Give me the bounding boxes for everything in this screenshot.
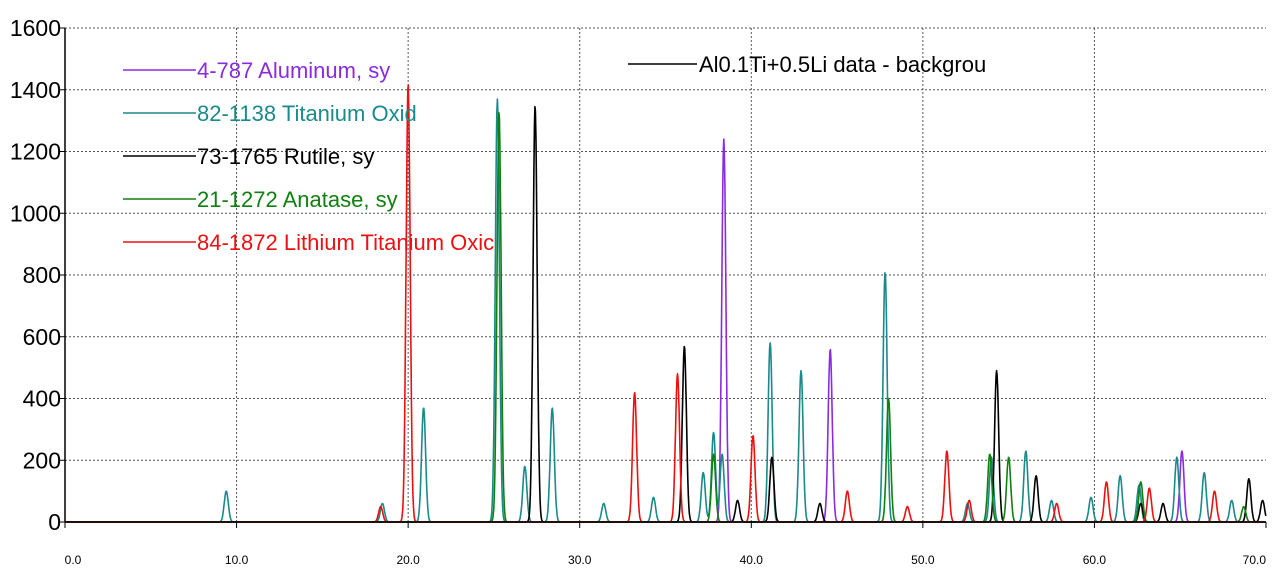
- x-tick-label: 50.0: [911, 553, 935, 567]
- legend-label-0: 4-787 Aluminum, sy: [197, 58, 390, 83]
- y-tick-label: 600: [23, 324, 61, 350]
- y-tick-label: 1200: [10, 139, 61, 165]
- legend-label-data: Al0.1Ti+0.5Li data - backgrou: [699, 52, 986, 77]
- x-tick-label: 0.0: [65, 553, 82, 567]
- y-tick-label: 0: [48, 509, 61, 535]
- axes: [59, 27, 1267, 528]
- y-tick-label: 1000: [10, 200, 61, 226]
- x-tick-label: 70.0: [1243, 553, 1267, 567]
- tick-labels: 0 200 400 600 800 1000 1200 1400 1600 0.0 10.0 20.0…: [10, 15, 1266, 567]
- y-tick-label: 200: [23, 447, 61, 473]
- y-tick-label: 800: [23, 262, 61, 288]
- legend-label-4: 84-1872 Lithium Titanium Oxic: [197, 230, 494, 255]
- x-tick-label: 20.0: [396, 553, 420, 567]
- x-tick-label: 10.0: [225, 553, 249, 567]
- legend-label-3: 21-1272 Anatase, sy: [197, 187, 398, 212]
- legend-label-2: 73-1765 Rutile, sy: [197, 144, 374, 169]
- x-tick-label: 60.0: [1083, 553, 1107, 567]
- y-tick-label: 400: [23, 386, 61, 412]
- grid-lines: [65, 27, 1266, 522]
- legend: 4-787 Aluminum, sy 82-1138 Titanium Oxid 7…: [123, 52, 986, 255]
- x-tick-label: 40.0: [740, 553, 764, 567]
- y-tick-label: 1400: [10, 77, 61, 103]
- y-tick-label: 1600: [10, 15, 61, 41]
- legend-label-1: 82-1138 Titanium Oxid: [197, 101, 417, 126]
- x-tick-label: 30.0: [568, 553, 592, 567]
